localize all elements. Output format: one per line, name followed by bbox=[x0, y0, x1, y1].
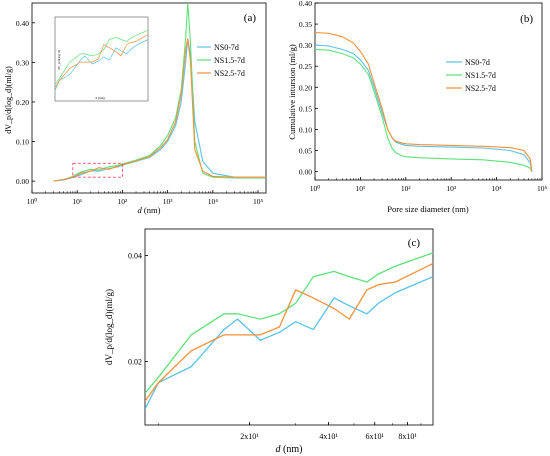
series-line-NS1.5 bbox=[315, 48, 533, 172]
x-tick-label: 10³ bbox=[446, 184, 457, 193]
series-line-NS1.5 bbox=[53, 3, 266, 182]
series-line-NS0 bbox=[315, 44, 533, 172]
x-tick-label: 10³ bbox=[163, 197, 174, 206]
y-axis-label: dV_p/d(log_d)(ml/g) bbox=[104, 289, 114, 365]
x-tick-label: 10⁵ bbox=[537, 184, 548, 193]
x-tick-label: 10⁴ bbox=[492, 184, 503, 193]
legend-label: NS0-7d bbox=[465, 58, 490, 67]
inset-line-NS1.5 bbox=[54, 29, 149, 85]
y-tick-label: 0.25 bbox=[299, 62, 312, 71]
y-tick-label: 0.04 bbox=[128, 251, 142, 260]
highlight-box bbox=[72, 162, 123, 178]
legend-label: NS2.5-7d bbox=[214, 69, 245, 78]
series-line-NS2.5 bbox=[145, 262, 433, 402]
x-tick-label: 10² bbox=[118, 197, 129, 206]
x-axis-label-unit: (nm) bbox=[142, 205, 161, 215]
panel-label: (c) bbox=[408, 237, 421, 249]
x-tick-label: 8x10¹ bbox=[398, 432, 417, 441]
legend-label: NS1.5-7d bbox=[465, 71, 496, 80]
y-tick-label: 0.20 bbox=[299, 83, 312, 92]
plot-frame bbox=[314, 2, 543, 181]
legend-label: NS1.5-7d bbox=[214, 56, 245, 65]
x-tick-label: 6x10¹ bbox=[366, 432, 385, 441]
y-tick-label: 0.05 bbox=[299, 147, 312, 156]
y-tick-label: 0.02 bbox=[128, 357, 142, 366]
panel-a: 0.00 0.10 0.20 0.30 0.40 10⁰ 10¹ 10² 10³ 10⁴ 10⁵ (a… bbox=[4, 2, 267, 215]
plot-frame bbox=[144, 228, 434, 426]
y-tick-label: 0.30 bbox=[16, 58, 29, 67]
y-tick-label: 0.10 bbox=[16, 138, 29, 147]
x-axis-label-var: d bbox=[276, 444, 282, 455]
x-axis-label: d (nm) bbox=[276, 444, 303, 455]
y-tick-label: 0.10 bbox=[299, 125, 312, 134]
x-axis-label: Pore size diameter (nm) bbox=[387, 204, 469, 214]
legend-label: NS2.5-7d bbox=[465, 84, 496, 93]
y-tick-label: 0.00 bbox=[16, 177, 29, 186]
y-tick-label: 0.00 bbox=[299, 168, 312, 177]
series-line-NS1.5 bbox=[145, 252, 433, 394]
inset-line-NS2.5 bbox=[54, 34, 149, 88]
panel-c: 0.02 0.04 2x10¹ 4x10¹ 6x10¹ 8x10¹ (c) d (nm) dV_… bbox=[104, 228, 434, 455]
x-axis-label: d (nm) bbox=[138, 205, 161, 215]
series-line-NS2.5 bbox=[315, 31, 533, 172]
x-tick-label: 4x10¹ bbox=[319, 432, 338, 441]
panel-label: (b) bbox=[520, 13, 533, 25]
inset-line-NS0 bbox=[54, 39, 149, 91]
y-tick-label: 0.30 bbox=[299, 41, 312, 50]
y-axis-label: Cumulative intursion (ml/g) bbox=[287, 44, 297, 140]
x-tick-label: 10⁰ bbox=[27, 197, 38, 206]
inset-y-label: dV_p/d(log d) bbox=[57, 49, 61, 70]
y-tick-label: 0.20 bbox=[16, 98, 29, 107]
x-tick-label: 10² bbox=[401, 184, 412, 193]
y-tick-label: 0.35 bbox=[299, 20, 312, 29]
x-tick-label: 10⁴ bbox=[208, 197, 219, 206]
legend-label: NS0-7d bbox=[214, 43, 239, 52]
panel-b: 0.00 0.05 0.10 0.15 0.20 0.25 0.30 0.35 0.40 10⁰ 1… bbox=[287, 0, 547, 214]
x-tick-label: 10⁰ bbox=[310, 184, 321, 193]
y-tick-label: 0.40 bbox=[299, 0, 312, 8]
x-tick-label: 10⁵ bbox=[253, 197, 264, 206]
x-axis-label-unit: (nm) bbox=[281, 444, 303, 455]
panel-label: (a) bbox=[244, 12, 257, 24]
y-axis-label: dV_p/d(log_d)(ml/g) bbox=[4, 66, 13, 134]
x-tick-label: 2x10¹ bbox=[240, 432, 259, 441]
x-axis-label-var: d bbox=[138, 205, 143, 215]
series-line-NS0 bbox=[145, 276, 433, 410]
y-tick-label: 0.15 bbox=[299, 104, 312, 113]
y-tick-label: 0.40 bbox=[16, 19, 29, 28]
x-tick-label: 10¹ bbox=[72, 197, 82, 206]
plot-frame bbox=[31, 2, 267, 194]
inset-x-label: d (nm) bbox=[95, 96, 105, 100]
x-tick-label: 10¹ bbox=[356, 184, 366, 193]
series-line-NS2.5 bbox=[53, 38, 266, 182]
